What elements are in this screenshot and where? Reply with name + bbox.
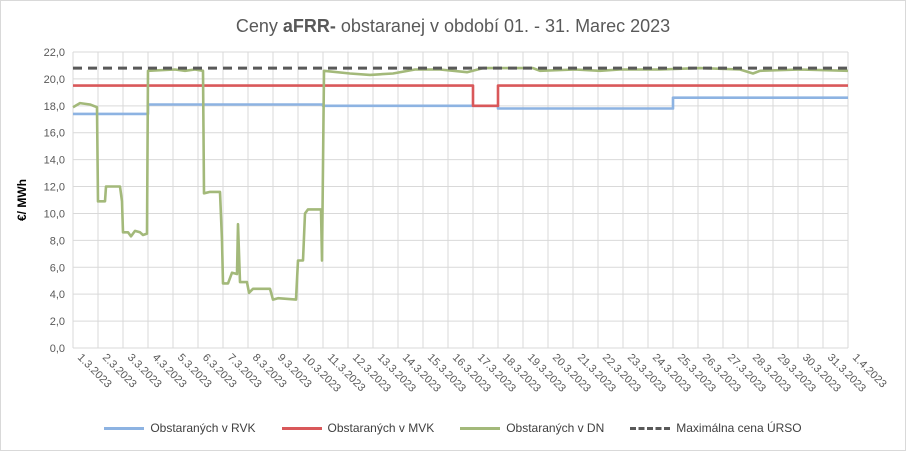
legend-label: Obstaraných v RVK — [150, 421, 256, 435]
y-tick-label: 10,0 — [44, 208, 65, 220]
y-axis-label: €/ MWh — [15, 179, 29, 221]
title-bold: aFRR- — [282, 16, 336, 36]
legend-swatch — [460, 426, 501, 430]
legend-item: Obstaraných v DN — [460, 421, 604, 435]
legend-item: Obstaraných v MVK — [281, 421, 435, 435]
legend: Obstaraných v RVK Obstaraných v MVK Obstar… — [0, 421, 906, 435]
y-tick-label: 4,0 — [50, 289, 65, 301]
y-tick-label: 20,0 — [44, 74, 65, 86]
y-tick-label: 8,0 — [50, 235, 65, 247]
legend-label: Maximálna cena ÚRSO — [676, 421, 802, 435]
y-tick-label: 0,0 — [50, 343, 65, 355]
y-tick-label: 16,0 — [44, 128, 65, 140]
series-line-1 — [73, 84, 848, 108]
legend-label: Obstaraných v MVK — [327, 421, 435, 435]
y-tick-label: 18,0 — [44, 101, 65, 113]
legend-swatch — [104, 426, 145, 430]
legend-item: Maximálna cena ÚRSO — [630, 421, 802, 435]
y-tick-label: 6,0 — [50, 262, 65, 274]
title-prefix: Ceny — [235, 16, 283, 36]
legend-label: Obstaraných v DN — [506, 421, 605, 435]
legend-swatch — [630, 426, 671, 430]
chart-title: Ceny aFRR- obstaranej v období 01. - 31.… — [0, 16, 906, 37]
title-suffix: obstaranej v období 01. - 31. Marec 2023 — [335, 16, 671, 36]
legend-swatch — [281, 426, 322, 430]
y-tick-label: 22,0 — [44, 47, 65, 59]
legend-item: Obstaraných v RVK — [104, 421, 256, 435]
series-line-2 — [72, 66, 849, 301]
y-tick-label: 12,0 — [44, 182, 65, 194]
y-tick-label: 2,0 — [50, 316, 65, 328]
y-tick-label: 14,0 — [44, 155, 65, 167]
